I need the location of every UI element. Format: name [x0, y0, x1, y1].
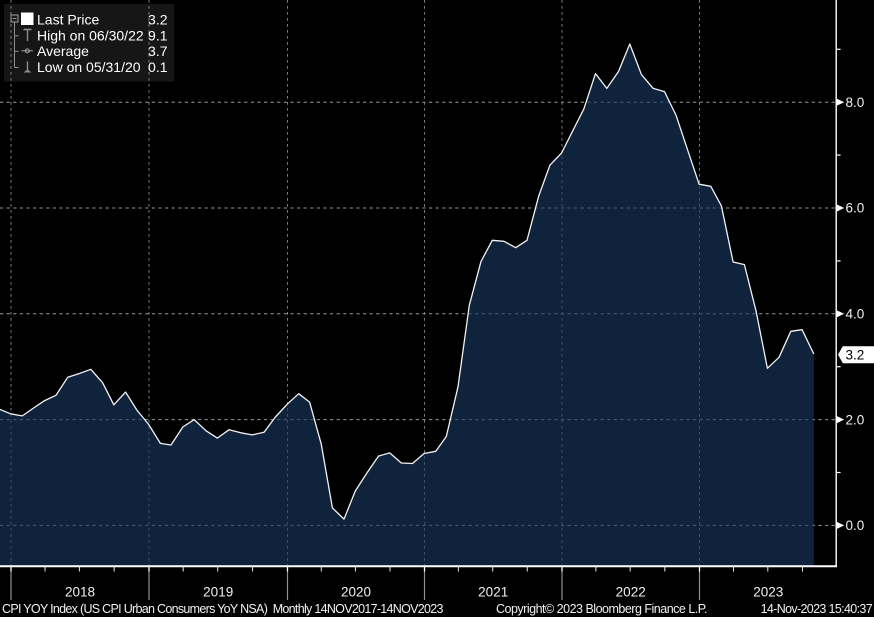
svg-text:CPI YOY Index (US CPI Urban Co: CPI YOY Index (US CPI Urban Consumers Yo… — [2, 602, 444, 616]
svg-text:14-Nov-2023 15:40:37: 14-Nov-2023 15:40:37 — [761, 602, 873, 616]
svg-text:0.1: 0.1 — [148, 59, 168, 75]
svg-text:3.2: 3.2 — [846, 347, 865, 362]
svg-text:2.0: 2.0 — [846, 412, 865, 427]
svg-text:3.7: 3.7 — [148, 43, 168, 59]
svg-text:2018: 2018 — [65, 585, 95, 600]
svg-text:4.0: 4.0 — [846, 307, 865, 322]
svg-text:2022: 2022 — [616, 585, 646, 600]
svg-text:6.0: 6.0 — [846, 201, 865, 216]
svg-text:8.0: 8.0 — [846, 95, 865, 110]
svg-text:Average: Average — [37, 43, 89, 59]
svg-text:Copyright© 2023 Bloomberg Fina: Copyright© 2023 Bloomberg Finance L.P. — [496, 602, 707, 616]
svg-text:9.1: 9.1 — [148, 27, 168, 43]
svg-text:0.0: 0.0 — [846, 518, 865, 533]
svg-text:2020: 2020 — [341, 585, 371, 600]
svg-text:2021: 2021 — [478, 585, 508, 600]
svg-text:Low on 05/31/20: Low on 05/31/20 — [37, 59, 141, 75]
svg-text:High on 06/30/22: High on 06/30/22 — [37, 27, 144, 43]
svg-text:2019: 2019 — [203, 585, 233, 600]
svg-text:Last Price: Last Price — [37, 12, 99, 28]
svg-text:3.2: 3.2 — [148, 12, 168, 28]
svg-text:2023: 2023 — [753, 585, 783, 600]
